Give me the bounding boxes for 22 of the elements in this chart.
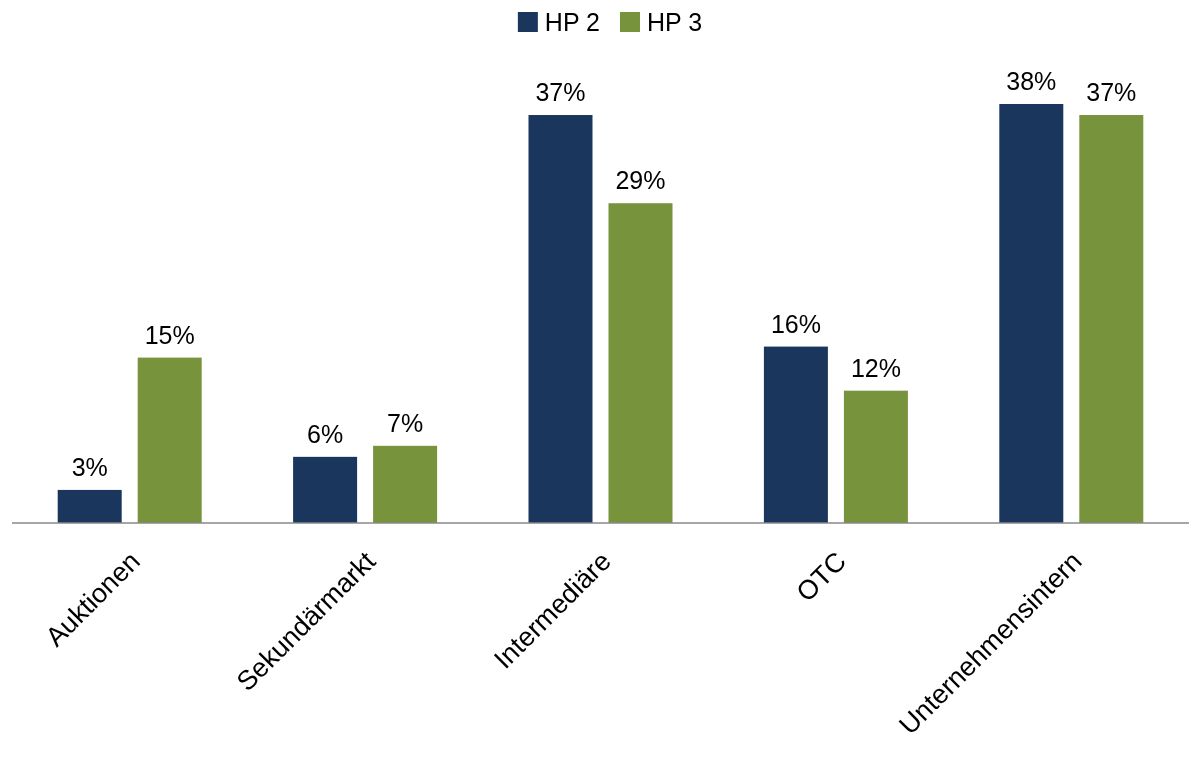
bar [763,346,828,523]
data-label: 38% [1006,67,1057,95]
bar [373,445,438,523]
bar [528,115,593,523]
data-label: 16% [770,309,821,338]
bar [1079,115,1144,523]
legend-label: HP 3 [647,8,703,36]
bar [293,456,358,523]
bar [999,104,1064,523]
bar [608,203,673,523]
data-label: 37% [1086,78,1137,107]
data-label: 29% [615,166,666,195]
bar [57,489,122,523]
data-label: 7% [387,408,424,437]
data-label: 12% [850,353,901,382]
data-label: 3% [71,452,108,481]
bar [137,357,202,523]
bar [843,390,908,523]
data-label: 15% [144,320,195,349]
data-label: 6% [307,419,344,448]
data-label: 37% [535,78,586,107]
legend-label: HP 2 [544,8,600,36]
